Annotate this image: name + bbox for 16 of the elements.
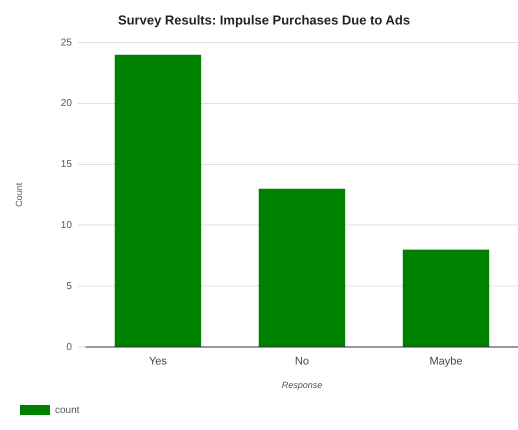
x-tick-label: No [294, 356, 309, 368]
y-tick-label: 25 [60, 37, 72, 48]
y-tick-label: 20 [60, 98, 72, 110]
y-tick-label: 5 [66, 280, 72, 292]
legend-label: count [55, 404, 80, 416]
y-tick-label: 10 [60, 220, 72, 231]
x-tick-label: Maybe [429, 356, 463, 368]
y-axis-title: Count [14, 182, 24, 207]
x-axis-title: Response [282, 380, 322, 390]
bar [258, 188, 346, 346]
chart-title: Survey Results: Impulse Purchases Due to Ads [118, 12, 410, 28]
bar [402, 250, 490, 346]
y-tick-label: 0 [66, 342, 72, 353]
bar [114, 54, 202, 346]
x-tick-label: Yes [148, 356, 168, 368]
y-tick-label: 15 [60, 159, 72, 170]
